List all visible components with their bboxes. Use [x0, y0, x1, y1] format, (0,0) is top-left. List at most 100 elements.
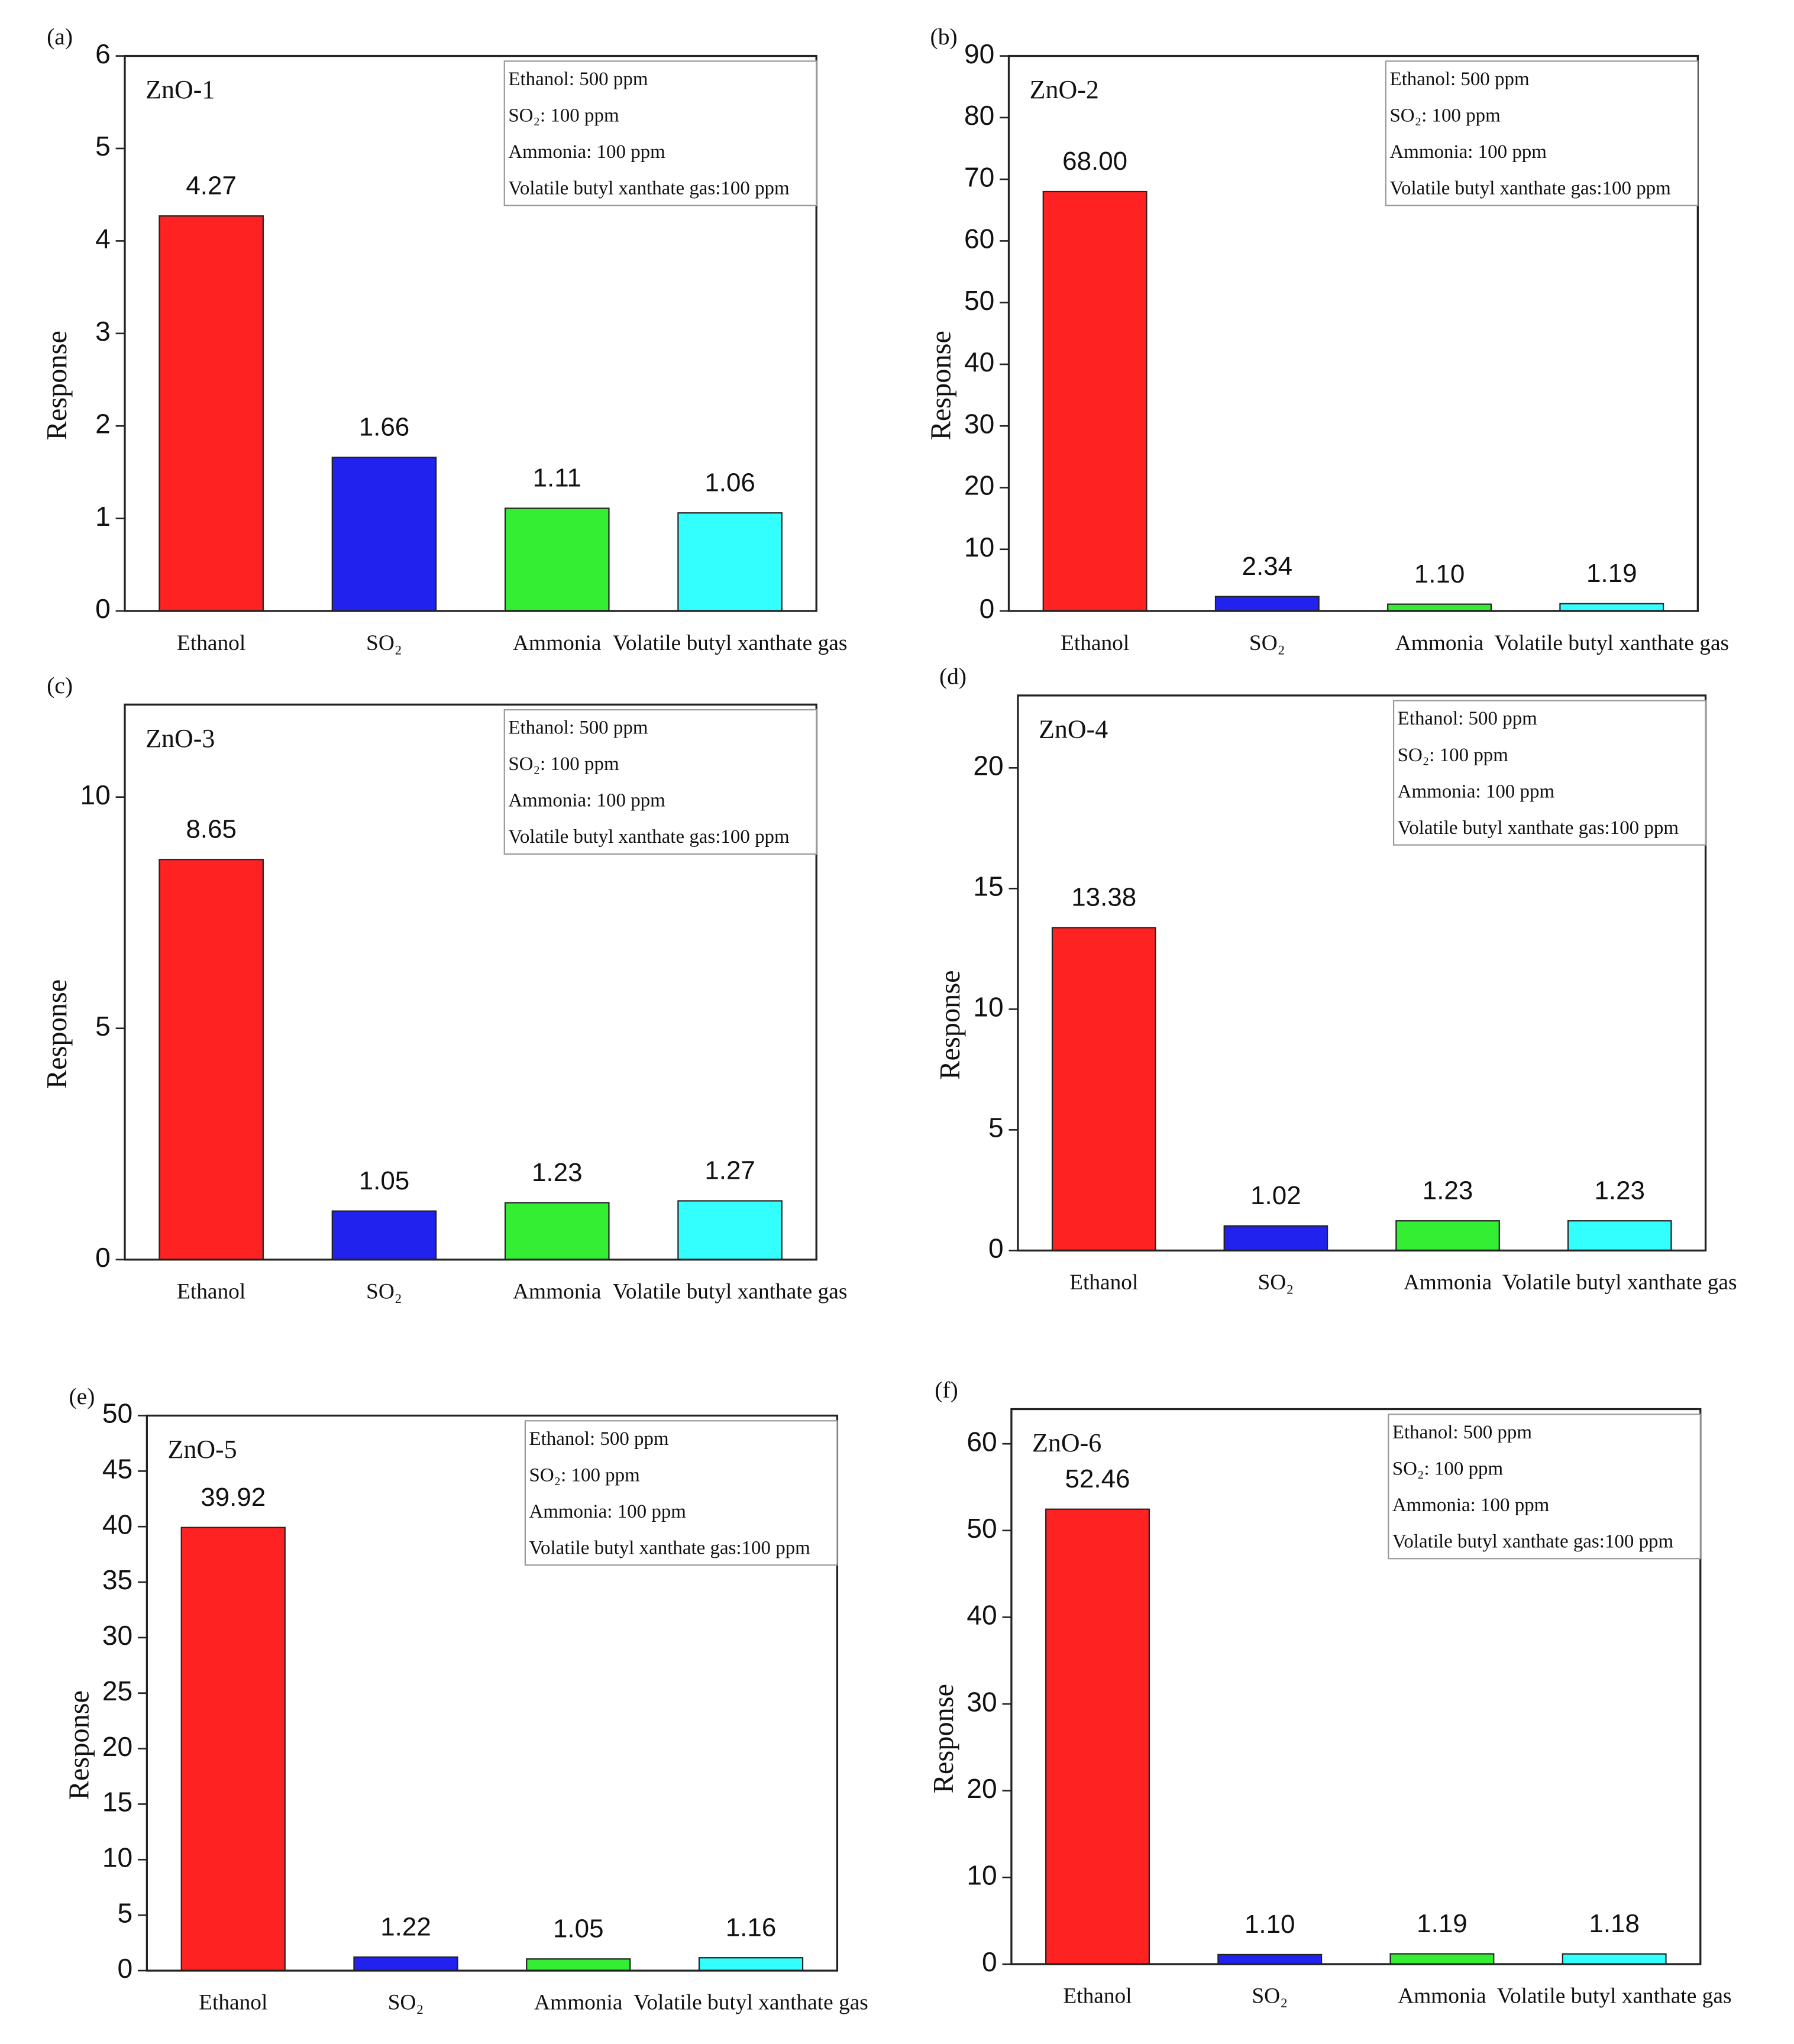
note: Ammonia: 100 ppm — [1398, 781, 1555, 802]
bar — [504, 1202, 610, 1260]
panel-label: (b) — [930, 24, 958, 50]
y-tick-label: 0 — [988, 1233, 1004, 1264]
chart-title: ZnO-5 — [168, 1435, 237, 1464]
note: SO₂: 100 ppm — [508, 105, 619, 126]
y-axis-label: Response — [926, 331, 957, 440]
plot-frame — [124, 54, 817, 612]
x-tick-label: Volatile butyl xanthate gas — [1502, 1270, 1737, 1295]
panel-label: (c) — [47, 672, 73, 698]
y-tick-label: 20 — [102, 1731, 132, 1762]
bar — [1567, 1220, 1672, 1251]
x-tick-label: SO₂ — [388, 1991, 424, 2015]
value-label: 1.23 — [1423, 1176, 1473, 1205]
x-tick-label: Ethanol — [199, 1991, 267, 2015]
bar — [1214, 596, 1320, 612]
y-tick-label: 4 — [95, 224, 111, 254]
x-tick-label: SO₂ — [1249, 631, 1285, 655]
y-tick-label: 0 — [982, 1946, 997, 1977]
bar — [159, 215, 264, 612]
y-tick-label: 50 — [964, 285, 994, 316]
x-tick-label: Ethanol — [1063, 1984, 1132, 2009]
note: Ammonia: 100 ppm — [508, 790, 665, 811]
y-tick-label: 10 — [80, 780, 110, 810]
y-tick-label: 1 — [95, 501, 111, 532]
value-label: 1.16 — [726, 1913, 777, 1942]
note: Ammonia: 100 ppm — [529, 1501, 687, 1522]
value-label: 1.22 — [380, 1912, 431, 1941]
notes-box — [1388, 1414, 1701, 1560]
value-label: 39.92 — [201, 1483, 266, 1512]
chart-title: ZnO-2 — [1030, 75, 1099, 104]
chart-title: ZnO-1 — [146, 75, 215, 104]
note: Volatile butyl xanthate gas:100 ppm — [1398, 817, 1679, 839]
y-tick-label: 15 — [102, 1787, 132, 1817]
y-tick-label: 25 — [102, 1676, 132, 1706]
y-tick-label: 60 — [964, 224, 994, 254]
y-axis-label: Response — [928, 1684, 959, 1793]
x-tick-label: SO₂ — [366, 1279, 402, 1304]
y-tick-label: 0 — [95, 593, 111, 624]
y-tick-label: 10 — [973, 992, 1003, 1023]
y-tick-label: 80 — [964, 100, 994, 131]
y-axis-label: Response — [41, 979, 73, 1089]
plot-frame — [1010, 1408, 1702, 1965]
y-tick-label: 0 — [980, 593, 995, 624]
note: Volatile butyl xanthate gas:100 ppm — [1389, 178, 1671, 199]
y-tick-label: 35 — [102, 1564, 132, 1595]
value-label: 1.06 — [704, 468, 755, 497]
note: SO₂: 100 ppm — [1392, 1458, 1504, 1479]
x-tick-label: Ammonia — [1404, 1270, 1492, 1295]
y-tick-label: 90 — [964, 38, 994, 69]
value-label: 1.23 — [532, 1158, 583, 1187]
value-label: 1.05 — [359, 1166, 410, 1195]
bar — [1217, 1954, 1323, 1965]
value-label: 1.66 — [359, 413, 410, 442]
note: SO₂: 100 ppm — [1398, 745, 1509, 766]
y-tick-label: 0 — [95, 1242, 111, 1273]
y-tick-label: 5 — [95, 1011, 111, 1042]
x-tick-label: Ammonia — [1398, 1984, 1486, 2009]
note: Ethanol: 500 ppm — [508, 69, 648, 90]
note: Ethanol: 500 ppm — [1389, 69, 1530, 90]
y-tick-label: 0 — [118, 1953, 133, 1984]
note: Ammonia: 100 ppm — [508, 141, 665, 163]
value-label: 1.18 — [1589, 1909, 1640, 1938]
note: Ethanol: 500 ppm — [1398, 708, 1538, 729]
y-tick-label: 20 — [973, 751, 1003, 781]
value-label: 52.46 — [1065, 1464, 1130, 1493]
x-tick-label: Volatile butyl xanthate gas — [1494, 631, 1729, 655]
note: SO₂: 100 ppm — [529, 1464, 641, 1486]
bar — [1389, 1953, 1495, 1965]
x-tick-label: SO₂ — [1252, 1984, 1288, 2009]
note: Ethanol: 500 ppm — [529, 1428, 670, 1450]
note: Ethanol: 500 ppm — [508, 717, 648, 739]
bar — [677, 512, 783, 612]
notes-box — [1392, 700, 1706, 846]
x-tick-label: Ethanol — [1061, 631, 1129, 655]
bar — [353, 1956, 458, 1972]
bar — [331, 457, 437, 612]
y-axis-label: Response — [935, 970, 966, 1079]
y-tick-label: 45 — [102, 1454, 132, 1485]
value-label: 1.05 — [553, 1914, 604, 1943]
x-tick-label: Ammonia — [1395, 631, 1484, 655]
y-axis-label: Response — [41, 331, 73, 440]
value-label: 1.11 — [533, 464, 581, 493]
value-label: 68.00 — [1062, 147, 1127, 176]
note: SO₂: 100 ppm — [1389, 105, 1501, 126]
x-tick-label: Ethanol — [177, 631, 245, 655]
chart-title: ZnO-3 — [146, 724, 215, 753]
value-label: 13.38 — [1071, 883, 1136, 912]
y-tick-label: 10 — [964, 532, 994, 562]
y-tick-label: 10 — [102, 1842, 132, 1872]
y-tick-label: 5 — [118, 1897, 133, 1928]
y-tick-label: 15 — [973, 871, 1003, 902]
x-tick-label: Ammonia — [513, 1279, 602, 1304]
note: Ammonia: 100 ppm — [1392, 1495, 1550, 1516]
y-tick-label: 3 — [95, 316, 111, 347]
value-label: 1.19 — [1417, 1909, 1467, 1938]
note: Volatile butyl xanthate gas:100 ppm — [508, 178, 790, 199]
y-tick-label: 50 — [102, 1398, 132, 1429]
value-label: 1.27 — [704, 1156, 755, 1185]
